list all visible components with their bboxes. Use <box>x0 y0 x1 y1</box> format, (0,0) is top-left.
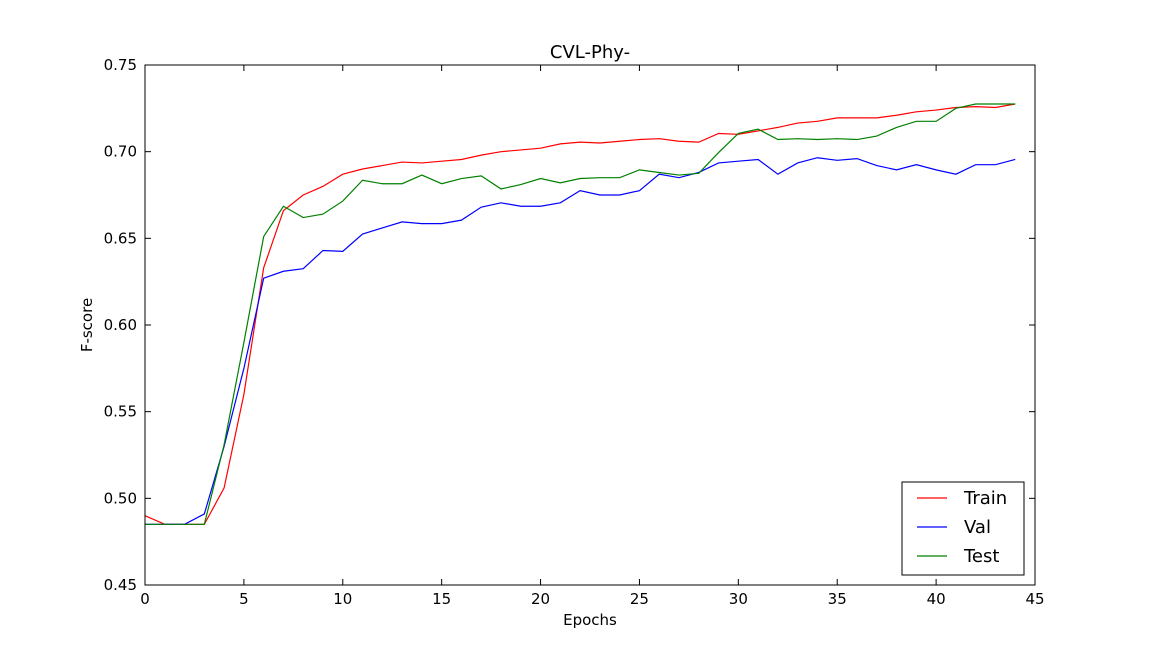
series-layer <box>144 103 1016 525</box>
chart-title: CVL-Phy- <box>550 42 630 63</box>
x-tick-label: 15 <box>432 590 451 608</box>
x-tick-label: 40 <box>927 590 946 608</box>
x-tick-label: 35 <box>828 590 847 608</box>
y-tick-label: 0.65 <box>104 229 137 247</box>
y-tick-label: 0.50 <box>104 489 137 507</box>
x-tick-label: 10 <box>333 590 352 608</box>
y-tick-label: 0.55 <box>104 403 137 421</box>
x-tick-label: 45 <box>1025 590 1044 608</box>
series-line-test <box>145 103 1016 525</box>
legend-label-test: Test <box>963 546 999 567</box>
ticks-layer: 0 5 10 15 20 25 30 35 40 45 0.45 0.50 0.55 0.60 0.65 0.… <box>104 56 1045 608</box>
y-axis-label: F-score <box>78 298 96 352</box>
legend: Train Val Test <box>901 481 1025 576</box>
x-tick-label: 5 <box>239 590 249 608</box>
x-tick-label: 20 <box>531 590 550 608</box>
legend-entries: Train Val Test <box>917 488 1007 567</box>
y-tick-label: 0.45 <box>104 576 137 594</box>
legend-label-train: Train <box>963 488 1007 509</box>
y-tick-label: 0.70 <box>104 143 137 161</box>
x-tick-label: 30 <box>729 590 748 608</box>
x-tick-label: 25 <box>630 590 649 608</box>
y-tick-label: 0.75 <box>104 56 137 74</box>
series-line-train <box>144 103 1016 525</box>
legend-label-val: Val <box>964 517 991 538</box>
series-line-val <box>145 157 1016 525</box>
y-tick-label: 0.60 <box>104 316 137 334</box>
x-tick-label: 0 <box>140 590 150 608</box>
x-axis-label: Epochs <box>563 611 617 629</box>
